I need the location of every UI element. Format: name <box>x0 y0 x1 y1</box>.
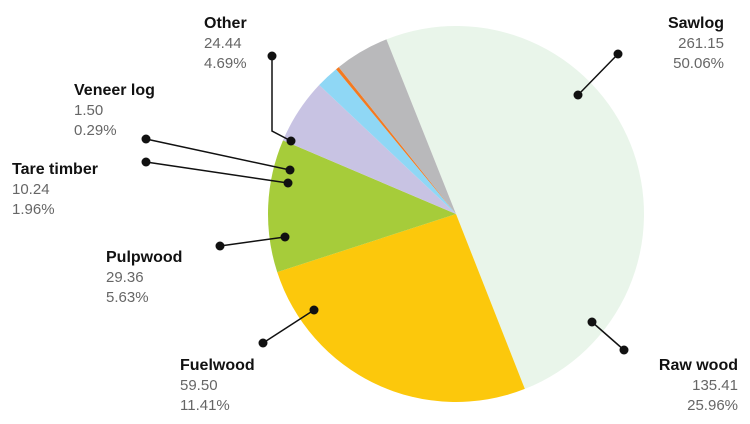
pie-slice-veneer-log <box>336 67 456 214</box>
pie-slice-raw-wood <box>277 214 525 402</box>
slice-label-name: Fuelwood <box>180 357 255 374</box>
leader-dot <box>258 338 268 348</box>
leader-dot <box>280 232 290 242</box>
leader-line <box>271 56 292 142</box>
leader-line <box>219 236 286 247</box>
slice-label-value: 24.44 <box>204 35 242 52</box>
pie-slice-other <box>338 39 456 214</box>
slice-labels: Sawlog 261.15 50.06% Raw wood 135.41 25.96% Fu… <box>12 15 738 414</box>
slice-label-value: 29.36 <box>106 269 144 286</box>
leader-dot <box>587 317 597 327</box>
leader-line <box>591 321 625 351</box>
leader-dot <box>141 157 151 167</box>
pie-slice-pulpwood <box>282 85 456 214</box>
slice-label-name: Pulpwood <box>106 249 182 266</box>
leader-lines <box>141 49 629 355</box>
leader-dot <box>215 241 225 251</box>
leader-line <box>145 138 291 171</box>
slice-label-name: Raw wood <box>659 357 738 374</box>
slice-label-value: 59.50 <box>180 377 218 394</box>
leader-dot <box>283 178 293 188</box>
leader-dot <box>613 49 623 59</box>
leader-dot <box>286 136 296 146</box>
pie-slice-fuelwood <box>267 140 456 273</box>
slice-label-value: 10.24 <box>12 181 50 198</box>
leader-dot <box>573 90 583 100</box>
slice-label-value: 1.50 <box>74 102 103 119</box>
leader-dot <box>267 51 277 61</box>
leader-dot <box>309 305 319 315</box>
slice-label-value: 261.15 <box>678 35 724 52</box>
slice-label-percent: 11.41% <box>180 397 230 414</box>
slice-label-percent: 4.69% <box>204 55 247 72</box>
slice-label-name: Tare timber <box>12 161 98 178</box>
slice-label-percent: 0.29% <box>74 122 117 139</box>
slice-label-percent: 25.96% <box>687 397 738 414</box>
slice-label-percent: 50.06% <box>673 55 724 72</box>
leader-line <box>577 53 619 96</box>
leader-dot <box>141 134 151 144</box>
pie-slice-sawlog <box>386 25 645 389</box>
pie-slice-tare-timber <box>319 69 456 215</box>
slice-label-name: Sawlog <box>668 15 724 32</box>
leader-line <box>262 309 315 344</box>
slice-label-percent: 5.63% <box>106 289 149 306</box>
slice-label-name: Other <box>204 15 247 32</box>
slice-label-percent: 1.96% <box>12 201 55 218</box>
slice-label-value: 135.41 <box>692 377 738 394</box>
slice-label-name: Veneer log <box>74 82 155 99</box>
leader-line <box>145 161 289 184</box>
pie-slices <box>267 25 645 402</box>
leader-dot <box>619 345 629 355</box>
leader-dot <box>285 165 295 175</box>
